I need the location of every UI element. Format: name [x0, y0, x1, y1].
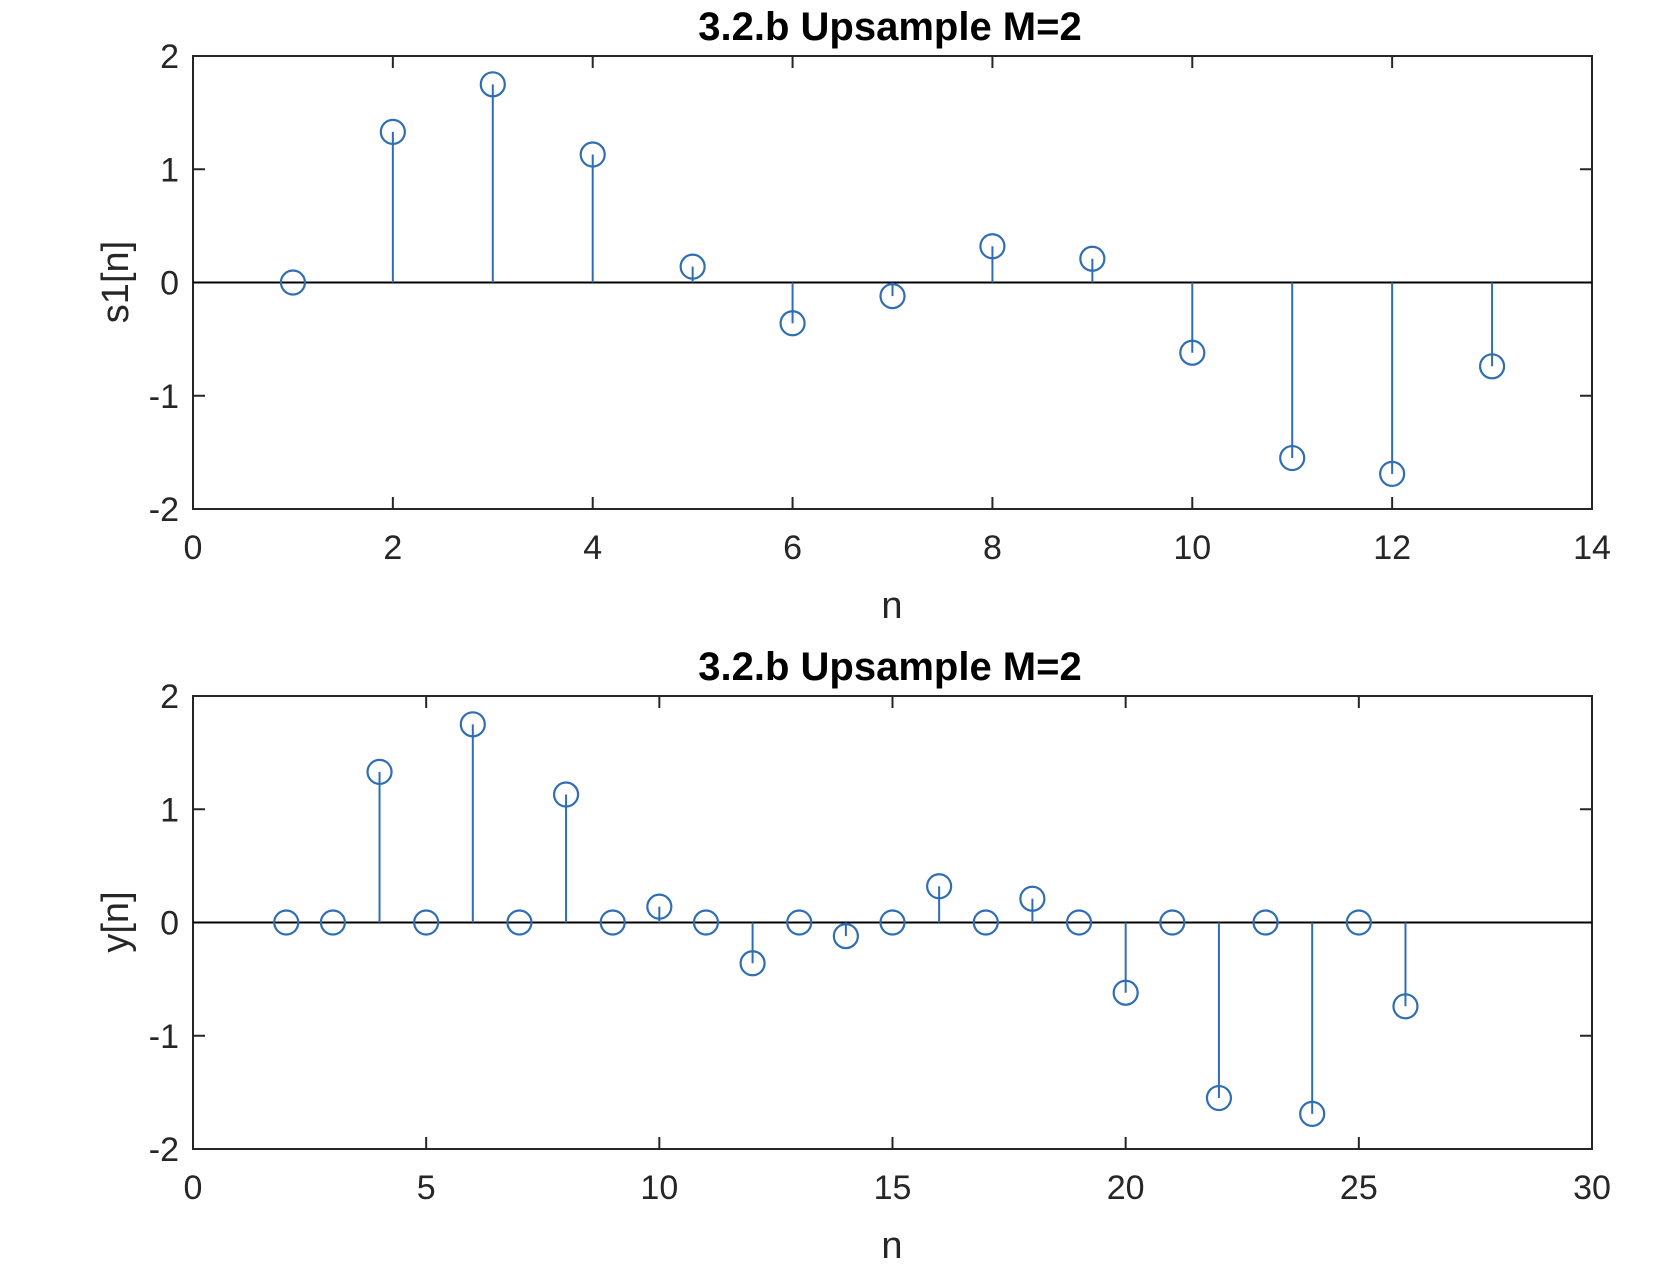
stem-marker — [579, 141, 606, 168]
x-tick-label: 8 — [983, 529, 1002, 567]
y-tick-label: -2 — [149, 491, 179, 529]
y-tick-label: 2 — [160, 38, 179, 76]
x-axis-label: n — [881, 1225, 902, 1267]
y-tick-label: 2 — [160, 678, 179, 716]
stem-marker — [739, 950, 766, 977]
y-axis-label: y[n] — [95, 891, 137, 952]
stem-marker — [786, 909, 813, 936]
stem-marker — [779, 310, 806, 337]
subplot-y: 3.2.b Upsample M=2 0 5 10 15 20 25 30 -2-1012 … — [95, 645, 1611, 1267]
stem-marker — [1112, 979, 1139, 1006]
stem-marker — [279, 269, 307, 296]
stem-marker — [1019, 885, 1046, 912]
stem-marker — [1179, 339, 1206, 366]
stem-marker — [692, 909, 720, 936]
y-tick-label: 1 — [160, 791, 179, 829]
stem-marker — [479, 71, 506, 98]
stem-marker — [1079, 245, 1106, 272]
x-tick-label: 12 — [1373, 529, 1411, 567]
x-tick-label: 10 — [1173, 529, 1211, 567]
y-tick-label: -2 — [149, 1131, 179, 1169]
stem-marker — [1379, 460, 1406, 487]
stem-marker — [413, 909, 440, 936]
x-axis-label: n — [881, 585, 902, 627]
chart-title: 3.2.b Upsample M=2 — [698, 645, 1081, 689]
y-ticks: -2 -1 0 1 2 — [149, 38, 1592, 529]
stem-marker — [552, 781, 580, 808]
stem-marker — [679, 253, 706, 280]
stem-marker — [1252, 909, 1279, 936]
y-tick-label: 0 — [160, 265, 179, 303]
y-tick-label: -1 — [149, 1018, 179, 1056]
x-tick-label: 15 — [874, 1169, 912, 1207]
stem-marker — [1205, 1084, 1233, 1112]
stem-marker — [599, 909, 626, 936]
stem-marker — [273, 909, 300, 936]
stem-marker — [366, 758, 393, 785]
stem-marker — [832, 922, 859, 950]
y-ticks: -2 -1 0 1 2 — [149, 678, 1592, 1169]
stem-marker — [979, 233, 1006, 260]
stem-series — [279, 71, 1506, 487]
y-axis-label: s1[n] — [95, 241, 137, 323]
stem-marker — [1279, 444, 1306, 472]
x-tick-label: 0 — [184, 529, 203, 567]
x-ticks: 0 5 10 15 20 25 30 — [184, 696, 1611, 1207]
y-tick-label: 0 — [160, 905, 179, 943]
y-tick-label: -1 — [149, 378, 179, 416]
stem-marker — [1159, 909, 1186, 936]
stem-marker — [459, 711, 486, 738]
x-tick-label: 20 — [1107, 1169, 1145, 1207]
x-tick-label: 10 — [640, 1169, 678, 1207]
stem-marker — [972, 909, 999, 936]
stem-marker — [879, 909, 906, 936]
x-tick-label: 5 — [417, 1169, 436, 1207]
x-tick-label: 4 — [583, 529, 602, 567]
stem-marker — [1065, 909, 1093, 936]
stem-marker — [879, 282, 906, 310]
x-tick-label: 2 — [383, 529, 402, 567]
stem-marker — [646, 893, 673, 920]
x-tick-label: 6 — [783, 529, 802, 567]
stem-marker — [1392, 993, 1419, 1020]
stem-marker — [1299, 1100, 1326, 1127]
stem-marker — [926, 873, 953, 900]
chart-title: 3.2.b Upsample M=2 — [698, 5, 1081, 49]
stem-marker — [506, 909, 533, 936]
x-tick-label: 30 — [1573, 1169, 1611, 1207]
stem-marker — [379, 118, 406, 145]
stem-marker — [319, 909, 346, 936]
stem-marker — [1345, 909, 1372, 936]
x-tick-label: 0 — [184, 1169, 203, 1207]
x-tick-label: 14 — [1573, 529, 1611, 567]
stem-marker — [1478, 353, 1506, 380]
x-ticks: 0 2 4 6 8 10 12 14 — [184, 56, 1611, 567]
stem-series — [273, 711, 1419, 1127]
y-tick-label: 1 — [160, 151, 179, 189]
x-tick-label: 25 — [1340, 1169, 1378, 1207]
